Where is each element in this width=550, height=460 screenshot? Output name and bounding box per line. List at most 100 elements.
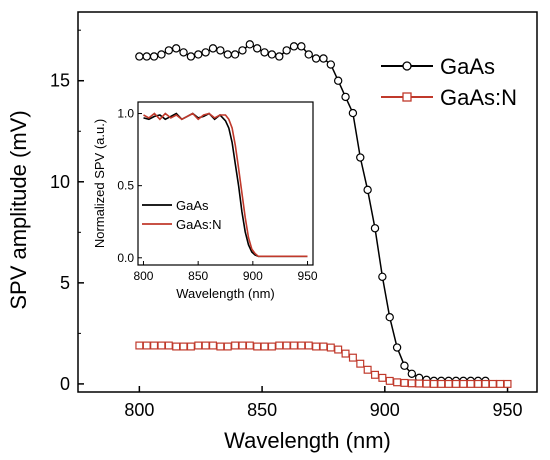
main-data-point: [238, 46, 247, 55]
main-data-point: [312, 342, 321, 351]
main-data-point: [348, 353, 357, 362]
main-data-point: [370, 224, 380, 233]
main-data-point: [245, 341, 254, 350]
main-data-point: [186, 52, 196, 61]
main-data-point: [157, 50, 166, 59]
main-data-point: [142, 341, 151, 350]
main-data-point: [459, 379, 468, 388]
inset-series-line-1: [143, 112, 308, 258]
main-data-point: [238, 341, 247, 350]
main-data-point: [208, 44, 218, 53]
inset-y-tick-label: 0.0: [117, 251, 134, 265]
main-data-point: [304, 341, 313, 350]
main-data-point: [179, 342, 188, 351]
main-data-point: [245, 40, 255, 49]
inset-legend: GaAs GaAs:N: [142, 198, 222, 232]
main-data-point: [209, 341, 218, 350]
main-data-point: [341, 92, 350, 102]
main-data-point: [378, 373, 387, 382]
main-data-point: [282, 46, 291, 55]
main-data-point: [282, 341, 291, 350]
main-data-point: [429, 379, 438, 388]
main-data-point: [201, 341, 210, 350]
main-data-point: [407, 369, 417, 379]
main-x-axis-label: Wavelength (nm): [224, 428, 391, 453]
main-data-point: [444, 379, 453, 388]
main-legend-label: GaAs:N: [440, 85, 517, 110]
main-y-tick-label: 5: [60, 273, 70, 293]
inset-legend-label: GaAs:N: [176, 217, 222, 232]
main-legend-marker: [402, 92, 412, 102]
main-data-point: [503, 379, 512, 388]
inset-plot-frame: [137, 101, 314, 266]
main-plot: 800 850 900 950 0 5 10 15 Wavelength (nm) SPV amp…: [6, 11, 538, 453]
main-data-point: [171, 44, 181, 53]
inset-legend-label: GaAs: [176, 198, 209, 213]
main-data-point: [407, 379, 416, 388]
main-data-point: [385, 376, 394, 385]
main-x-tick-label: 850: [247, 400, 277, 420]
main-data-point: [422, 379, 431, 388]
inset-x-tick-label: 800: [133, 269, 153, 283]
main-data-point: [488, 379, 497, 388]
main-data-point: [466, 379, 475, 388]
main-data-point: [201, 48, 210, 57]
main-data-point: [341, 349, 350, 358]
main-data-point: [474, 379, 483, 388]
main-data-point: [290, 341, 299, 350]
inset-x-tick-label: 900: [243, 269, 263, 283]
main-data-point: [311, 54, 321, 63]
main-data-point: [319, 342, 328, 351]
main-data-point: [142, 52, 151, 61]
main-data-point: [164, 341, 173, 350]
main-data-point: [253, 342, 262, 351]
main-data-point: [363, 365, 372, 374]
main-data-point: [481, 379, 490, 388]
main-data-point: [194, 50, 203, 59]
main-series-0: [135, 40, 490, 386]
inset-x-axis-label: Wavelength (nm): [176, 286, 275, 301]
main-y-tick-label: 0: [60, 374, 70, 394]
main-data-point: [135, 52, 144, 61]
main-data-point: [230, 50, 240, 59]
main-series-line: [139, 344, 508, 385]
main-data-point: [452, 379, 461, 388]
inset-x-tick-label: 850: [188, 269, 208, 283]
main-data-point: [363, 185, 372, 195]
main-data-point: [275, 52, 284, 61]
main-data-point: [252, 44, 262, 53]
main-data-point: [289, 42, 299, 51]
inset-y-axis-label: Normalized SPV (a.u.): [92, 119, 107, 248]
main-data-point: [393, 378, 402, 387]
main-data-point: [260, 342, 269, 351]
main-data-point: [378, 272, 387, 281]
main-x-tick-label: 950: [493, 400, 523, 420]
main-data-point: [157, 341, 166, 350]
main-data-point: [496, 379, 505, 388]
main-data-point: [356, 359, 365, 368]
main-data-point: [267, 342, 276, 351]
main-y-tick-label: 10: [50, 172, 70, 192]
main-data-point: [216, 342, 225, 351]
main-data-point: [326, 60, 336, 69]
main-data-point: [385, 313, 394, 322]
main-data-point: [135, 341, 144, 350]
main-series-1: [135, 341, 512, 388]
main-data-point: [371, 370, 380, 379]
inset-y-tick-label: 1.0: [117, 107, 134, 121]
main-data-point: [186, 342, 195, 351]
main-data-point: [304, 50, 313, 59]
inset-y-tick-label: 0.5: [117, 179, 134, 193]
main-x-tick-label: 800: [124, 400, 154, 420]
main-legend-label: GaAs: [440, 54, 495, 79]
inset-x-tick-label: 950: [298, 269, 318, 283]
main-data-point: [297, 341, 306, 350]
main-data-point: [333, 76, 343, 85]
main-data-point: [194, 341, 203, 350]
main-legend-marker: [402, 61, 412, 71]
main-data-point: [326, 343, 335, 352]
main-data-point: [348, 108, 358, 118]
inset-plot: 800 850 900 950 0.0 0.5 1.0 Wavelength (nm) Norm…: [92, 101, 318, 301]
main-data-point: [356, 153, 365, 162]
